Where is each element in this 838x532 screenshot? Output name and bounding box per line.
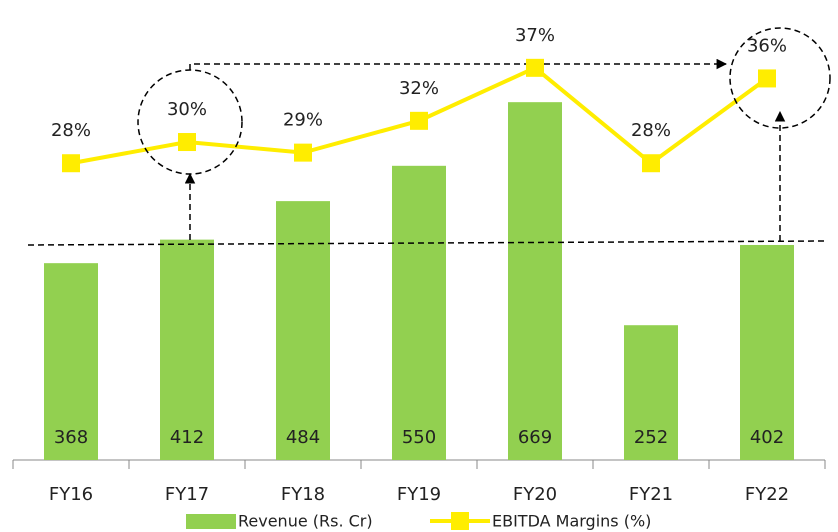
legend-swatch	[186, 514, 236, 529]
arrow	[189, 58, 728, 70]
bar-label: 550	[402, 427, 436, 448]
highlight-circle	[729, 27, 831, 129]
legend-swatch	[451, 512, 469, 530]
line-marker	[642, 154, 660, 173]
line-marker	[526, 58, 544, 77]
x-tick-label: FY19	[397, 484, 441, 505]
x-tick-label: FY20	[513, 484, 557, 505]
bar	[160, 239, 214, 460]
x-tick-label: FY18	[281, 484, 325, 505]
legend-label: Revenue (Rs. Cr)	[238, 512, 373, 531]
x-tick-label: FY22	[745, 484, 789, 505]
line-label: 32%	[399, 78, 439, 99]
bar	[740, 244, 794, 460]
line-label: 28%	[51, 120, 91, 141]
line-marker	[62, 154, 80, 173]
line-label: 28%	[631, 120, 671, 141]
line-label: 29%	[283, 110, 323, 131]
line-label: 37%	[515, 25, 555, 46]
line-marker	[178, 133, 196, 152]
bar	[508, 102, 562, 461]
line-label: 36%	[747, 35, 787, 56]
bar-label: 368	[54, 427, 88, 448]
x-tick-label: FY16	[49, 484, 93, 505]
line-marker	[410, 111, 428, 130]
bar-label: 669	[518, 427, 552, 448]
bar	[276, 201, 330, 460]
x-tick-label: FY17	[165, 484, 209, 505]
bar-label: 252	[634, 427, 668, 448]
bar	[624, 325, 678, 460]
line-marker	[758, 69, 776, 88]
bar	[44, 263, 98, 460]
bar	[392, 165, 446, 460]
bar-label: 484	[286, 427, 320, 448]
line-label: 30%	[167, 99, 207, 120]
legend-label: EBITDA Margins (%)	[492, 512, 651, 531]
reference-line	[27, 240, 827, 246]
line-marker	[294, 143, 312, 162]
bar-label: 412	[170, 427, 204, 448]
bar-label: 402	[750, 427, 784, 448]
highlight-circle	[137, 69, 243, 175]
x-tick-label: FY21	[629, 484, 673, 505]
